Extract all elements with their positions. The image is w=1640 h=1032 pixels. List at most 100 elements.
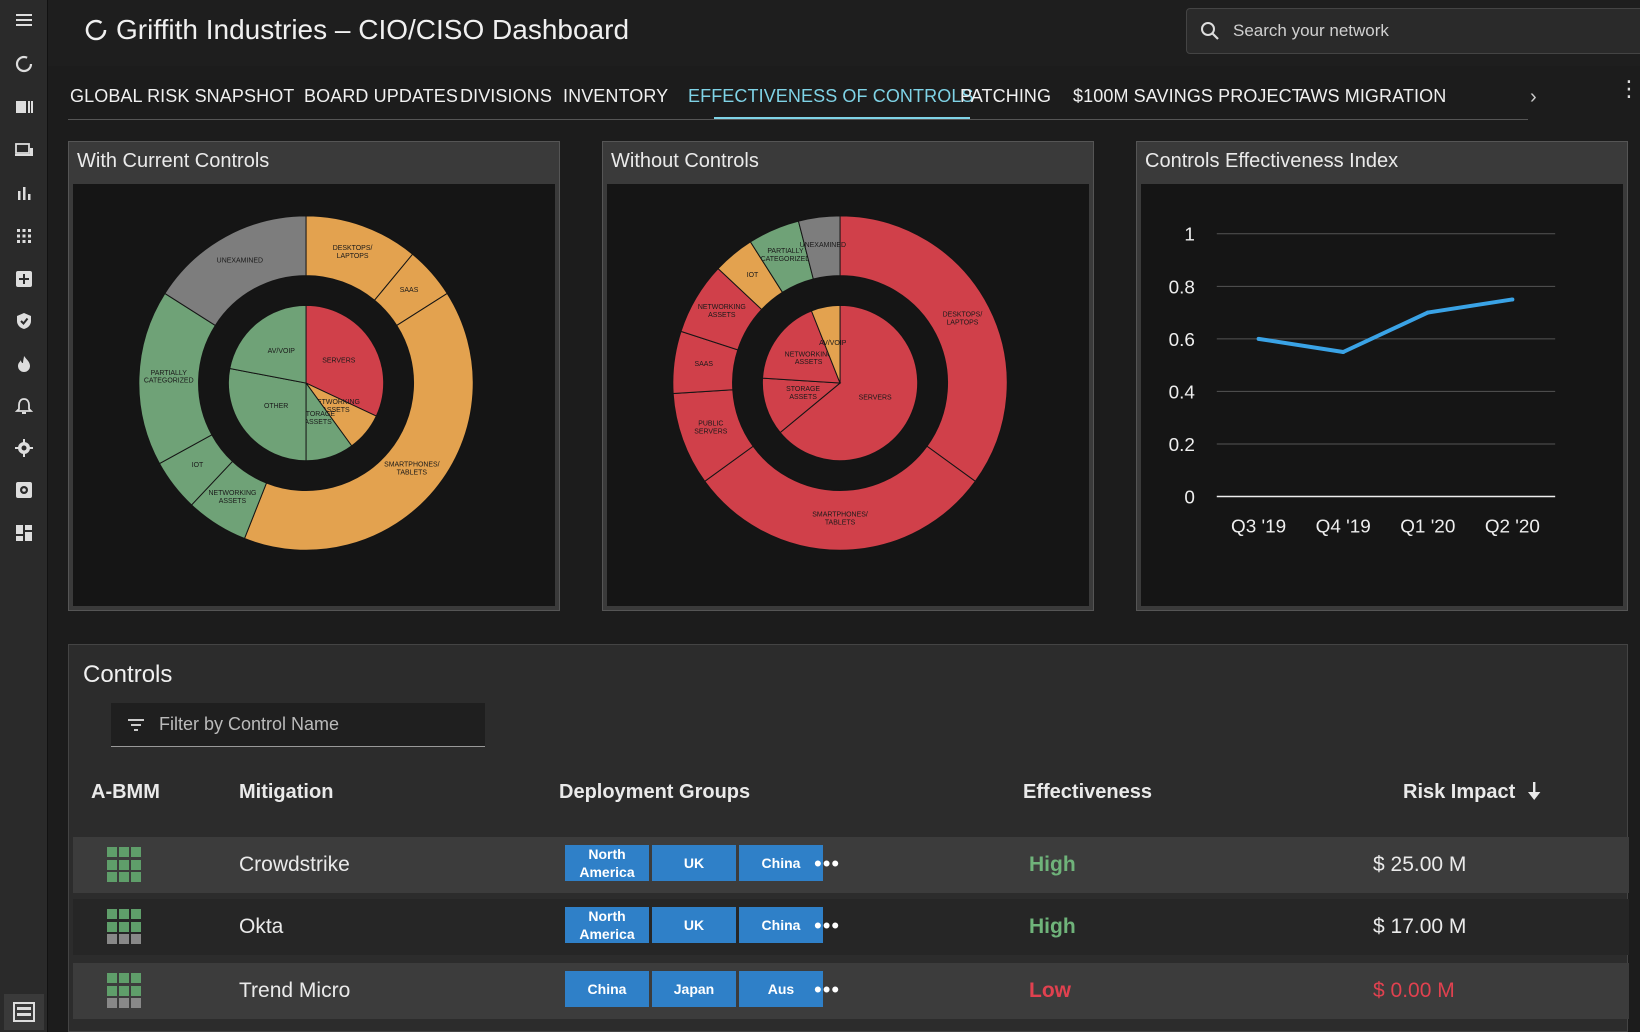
inner-slice-label: AV/VOIP — [268, 348, 296, 355]
more-groups-button[interactable]: ••• — [814, 851, 841, 876]
outer-slice[interactable] — [243, 292, 474, 551]
panel-title: Without Controls — [611, 150, 759, 172]
tab-global-risk-snapshot[interactable]: GLOBAL RISK SNAPSHOT — [70, 86, 295, 106]
outer-slice[interactable] — [164, 215, 307, 327]
filter-input[interactable] — [159, 714, 479, 735]
more-vert-icon[interactable]: ⋮ — [1618, 76, 1640, 101]
arrow-down-icon[interactable] — [1527, 781, 1541, 801]
table-row[interactable]: Crowdstrike North America UK China ••• H… — [73, 837, 1629, 893]
deployment-group-chip[interactable]: China — [739, 845, 823, 881]
inner-slice[interactable] — [305, 304, 385, 417]
x-tick-label: Q4 '19 — [1316, 516, 1371, 537]
gear-icon[interactable] — [8, 432, 40, 464]
tab-scroll-right-icon[interactable]: › — [1530, 86, 1537, 108]
filter-box[interactable] — [111, 703, 485, 747]
filter-icon — [128, 718, 144, 731]
fire-icon[interactable] — [8, 348, 40, 380]
risk-impact-value: $ 17.00 M — [1373, 915, 1467, 938]
chart-area: DESKTOPS/LAPTOPS SAAS SMARTPHONES/TABLETS N… — [73, 184, 555, 606]
refresh-icon[interactable] — [8, 48, 40, 80]
data-point[interactable] — [1510, 297, 1515, 302]
outer-slice[interactable] — [797, 215, 841, 280]
inner-slice[interactable] — [779, 304, 919, 462]
outer-slice-label: IOT — [747, 272, 759, 279]
tab-patching[interactable]: PATCHING — [960, 86, 1052, 106]
inner-slice-label: AV/VOIP — [819, 340, 847, 347]
tab-inventory[interactable]: INVENTORY — [563, 86, 669, 106]
line-chart-effectiveness-index: 0 0.2 0.4 0.6 0.8 1 Q3 '19 Q4 '19 Q1 '20 Q2 '20 — [1169, 225, 1556, 537]
mitigation-name: Trend Micro — [239, 979, 351, 1002]
tab-board-updates[interactable]: BOARD UPDATES — [304, 86, 458, 106]
effectiveness-value: Low — [1029, 979, 1071, 1002]
data-point[interactable] — [1256, 336, 1261, 341]
layout-icon[interactable] — [8, 517, 40, 549]
risk-impact-value: $ 0.00 M — [1373, 979, 1455, 1002]
column-header-mitigation[interactable]: Mitigation — [239, 781, 334, 803]
tab-divisions[interactable]: DIVISIONS — [460, 86, 552, 106]
inner-slice[interactable] — [227, 367, 307, 462]
inner-slice-label: STORAGE ASSETS — [786, 386, 820, 401]
table-row[interactable]: Trend Micro China Japan Aus ••• Low $ 0.… — [73, 963, 1629, 1019]
outer-slice-label: SMARTPHONES/TABLETS — [384, 462, 440, 477]
column-header-deployment-groups[interactable]: Deployment Groups — [559, 781, 751, 803]
bell-icon[interactable] — [8, 390, 40, 422]
inner-slice[interactable] — [762, 310, 841, 384]
sidebar — [0, 0, 48, 1032]
deployment-group-chip[interactable]: UK — [652, 907, 736, 943]
abmm-grid-icon — [107, 909, 143, 945]
mitigation-name: Crowdstrike — [239, 853, 350, 876]
table-row[interactable]: Okta North America UK China ••• High $ 1… — [73, 899, 1629, 955]
outer-slice[interactable] — [704, 445, 977, 551]
deployment-group-chip[interactable]: Japan — [652, 971, 736, 1007]
outer-slice-label: PARTIALLY CATEGORIZED — [144, 370, 194, 385]
grid-icon[interactable] — [8, 220, 40, 252]
deployment-group-chip[interactable]: China — [565, 971, 649, 1007]
search-box[interactable] — [1186, 8, 1640, 54]
settings-box-icon[interactable] — [8, 474, 40, 506]
deployment-group-chip[interactable]: North America — [565, 845, 649, 881]
donut-chart-without-controls: DESKTOPS/LAPTOPS SMARTPHONES/TABLETS PUBLI… — [672, 215, 1008, 551]
outer-slice-label: PARTIALLY CATEGORIZED — [761, 248, 811, 263]
dashboard-icon[interactable] — [8, 91, 40, 123]
shield-icon[interactable] — [8, 305, 40, 337]
inner-slice[interactable] — [229, 304, 307, 384]
more-groups-button[interactable]: ••• — [814, 977, 841, 1002]
inner-slice-label: SERVERS — [322, 357, 355, 364]
mitigation-name: Okta — [239, 915, 284, 938]
bar-chart-icon[interactable] — [8, 177, 40, 209]
data-point[interactable] — [1425, 310, 1430, 315]
panel-controls-effectiveness-index: Controls Effectiveness Index 0 0.2 0.4 0.6 0… — [1136, 141, 1628, 611]
app-title-text: Griffith Industries – CIO/CISO Dashboard — [116, 14, 630, 45]
search-input[interactable] — [1233, 21, 1613, 41]
outer-slice-label: NETWORKING ASSETS — [208, 490, 256, 505]
column-header-effectiveness[interactable]: Effectiveness — [1023, 781, 1152, 803]
tab-savings-project[interactable]: $100M SAVINGS PROJECT — [1073, 86, 1303, 106]
more-groups-button[interactable]: ••• — [814, 913, 841, 938]
deployment-group-chip[interactable]: China — [739, 907, 823, 943]
column-header-abmm[interactable]: A-BMM — [91, 781, 160, 803]
inner-slice[interactable] — [810, 304, 841, 384]
data-point[interactable] — [1341, 350, 1346, 354]
series-line[interactable] — [1258, 297, 1513, 354]
inner-slice-label: SERVERS — [859, 395, 892, 402]
deployment-group-chip[interactable]: UK — [652, 845, 736, 881]
tab-aws-migration[interactable]: AWS MIGRATION — [1299, 86, 1447, 106]
column-header-risk-impact[interactable]: Risk Impact — [1403, 781, 1541, 804]
deployment-group-chip[interactable]: Aus — [739, 971, 823, 1007]
outer-slice-label: DESKTOPS/LAPTOPS — [333, 245, 373, 260]
outer-slice[interactable] — [839, 215, 1008, 483]
add-box-icon[interactable] — [8, 263, 40, 295]
y-tick-label: 0.6 — [1169, 330, 1195, 351]
deployment-group-chip[interactable]: North America — [565, 907, 649, 943]
x-tick-label: Q1 '20 — [1400, 516, 1455, 537]
collapse-panel-icon[interactable] — [4, 994, 44, 1030]
menu-icon[interactable] — [8, 4, 40, 36]
tab-effectiveness-of-controls[interactable]: EFFECTIVENESS OF CONTROLS — [688, 86, 974, 106]
logo-icon — [85, 19, 107, 41]
inner-slice-label: OTHER — [264, 403, 288, 410]
abmm-grid-icon — [107, 847, 143, 883]
y-tick-label: 0.4 — [1169, 382, 1195, 403]
devices-icon[interactable] — [8, 134, 40, 166]
chart-area: 0 0.2 0.4 0.6 0.8 1 Q3 '19 Q4 '19 Q1 '20 Q2 '20 — [1141, 184, 1623, 606]
x-tick-label: Q3 '19 — [1231, 516, 1286, 537]
